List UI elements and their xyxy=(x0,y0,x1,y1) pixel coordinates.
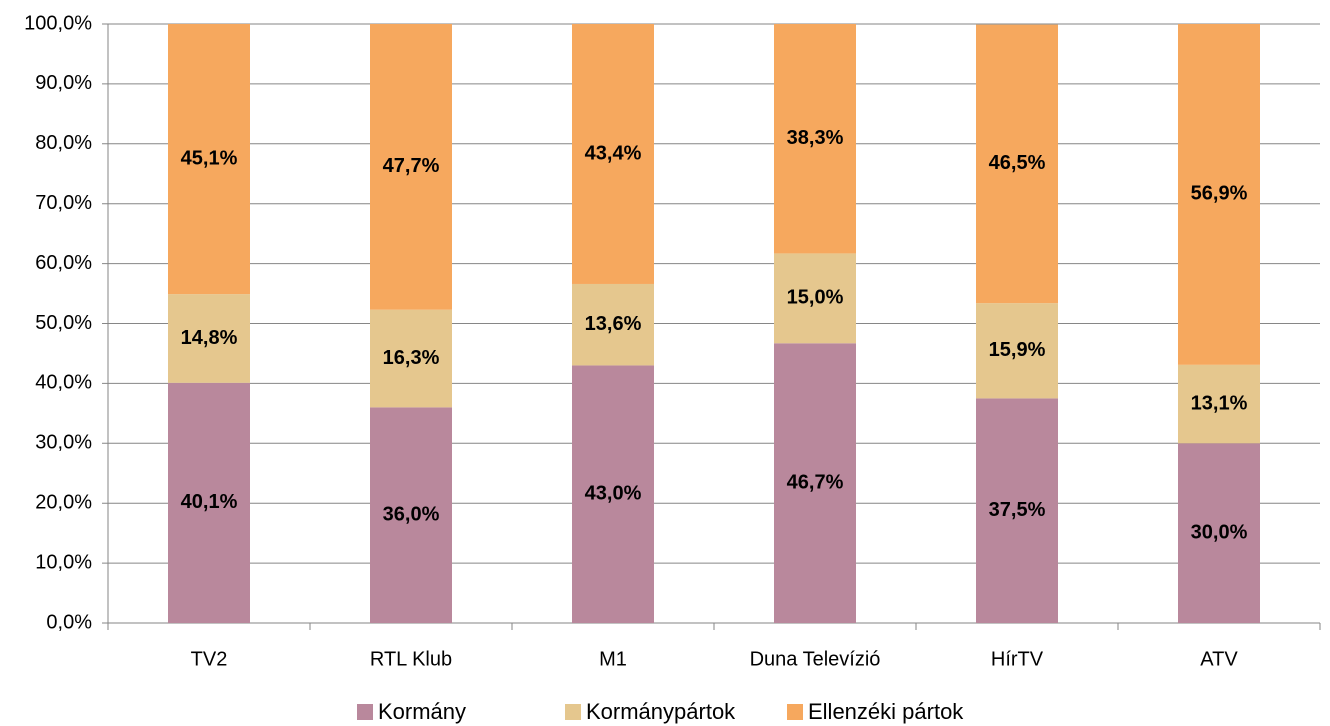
bar-segment xyxy=(168,24,250,295)
x-tick-label: M1 xyxy=(599,648,627,670)
value-label: 38,3% xyxy=(787,127,844,149)
bar-segment xyxy=(168,382,250,623)
value-label: 13,1% xyxy=(1191,392,1248,414)
bar-segment xyxy=(976,398,1058,623)
bar-segment xyxy=(976,24,1058,304)
legend-label: Kormány xyxy=(378,699,466,724)
bar-segment xyxy=(370,24,452,310)
y-tick-label: 50,0% xyxy=(35,312,92,334)
value-label: 16,3% xyxy=(383,347,440,369)
x-tick-label: ATV xyxy=(1200,648,1238,670)
value-label: 40,1% xyxy=(181,491,238,513)
bar-segment xyxy=(774,253,856,344)
legend-swatch xyxy=(357,704,373,720)
bar-segment xyxy=(774,343,856,623)
y-tick-label: 70,0% xyxy=(35,192,92,214)
value-label: 46,7% xyxy=(787,471,844,493)
value-label: 36,0% xyxy=(383,503,440,525)
value-label: 15,0% xyxy=(787,287,844,309)
bar-segment xyxy=(774,24,856,254)
y-tick-label: 100,0% xyxy=(24,12,92,34)
legend-label: Kormánypártok xyxy=(586,699,736,724)
bar-segment xyxy=(572,365,654,623)
legend-swatch xyxy=(787,704,803,720)
y-tick-label: 60,0% xyxy=(35,252,92,274)
bar-segment xyxy=(976,303,1058,399)
y-tick-label: 10,0% xyxy=(35,551,92,573)
bar-segment xyxy=(168,294,250,383)
value-label: 37,5% xyxy=(989,499,1046,521)
value-label: 46,5% xyxy=(989,152,1046,174)
x-tick-label: RTL Klub xyxy=(370,648,452,670)
value-label: 30,0% xyxy=(1191,521,1248,543)
bar-segment xyxy=(1178,443,1260,623)
value-label: 47,7% xyxy=(383,155,440,177)
bar-segment xyxy=(370,309,452,408)
x-tick-label: TV2 xyxy=(191,648,228,670)
bar-segment xyxy=(370,407,452,623)
bar-segment xyxy=(572,283,654,366)
value-label: 14,8% xyxy=(181,327,238,349)
value-label: 56,9% xyxy=(1191,183,1248,205)
x-tick-label: Duna Televízió xyxy=(750,648,881,670)
y-tick-label: 20,0% xyxy=(35,491,92,513)
y-tick-label: 90,0% xyxy=(35,72,92,94)
legend-swatch xyxy=(565,704,581,720)
legend-label: Ellenzéki pártok xyxy=(808,699,964,724)
bar-segment xyxy=(1178,24,1260,365)
y-tick-label: 80,0% xyxy=(35,132,92,154)
value-label: 43,0% xyxy=(585,482,642,504)
value-label: 13,6% xyxy=(585,313,642,335)
y-tick-label: 40,0% xyxy=(35,372,92,394)
value-label: 45,1% xyxy=(181,147,238,169)
y-tick-label: 0,0% xyxy=(46,611,92,633)
y-tick-label: 30,0% xyxy=(35,432,92,454)
value-label: 15,9% xyxy=(989,339,1046,361)
x-tick-label: HírTV xyxy=(991,648,1044,670)
bar-segment xyxy=(1178,364,1260,444)
bar-segment xyxy=(572,24,654,284)
value-label: 43,4% xyxy=(585,142,642,164)
